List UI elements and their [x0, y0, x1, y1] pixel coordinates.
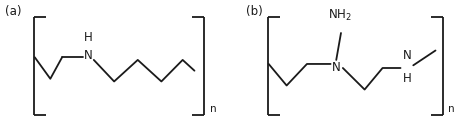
Text: NH$_2$: NH$_2$: [328, 8, 351, 23]
Text: N: N: [332, 61, 341, 75]
Text: (b): (b): [246, 5, 263, 18]
Text: H: H: [403, 72, 411, 85]
Text: N: N: [84, 49, 92, 62]
Text: H: H: [84, 31, 92, 44]
Text: N: N: [403, 49, 411, 62]
Text: n: n: [210, 104, 216, 114]
Text: (a): (a): [5, 5, 22, 18]
Text: n: n: [448, 104, 455, 114]
